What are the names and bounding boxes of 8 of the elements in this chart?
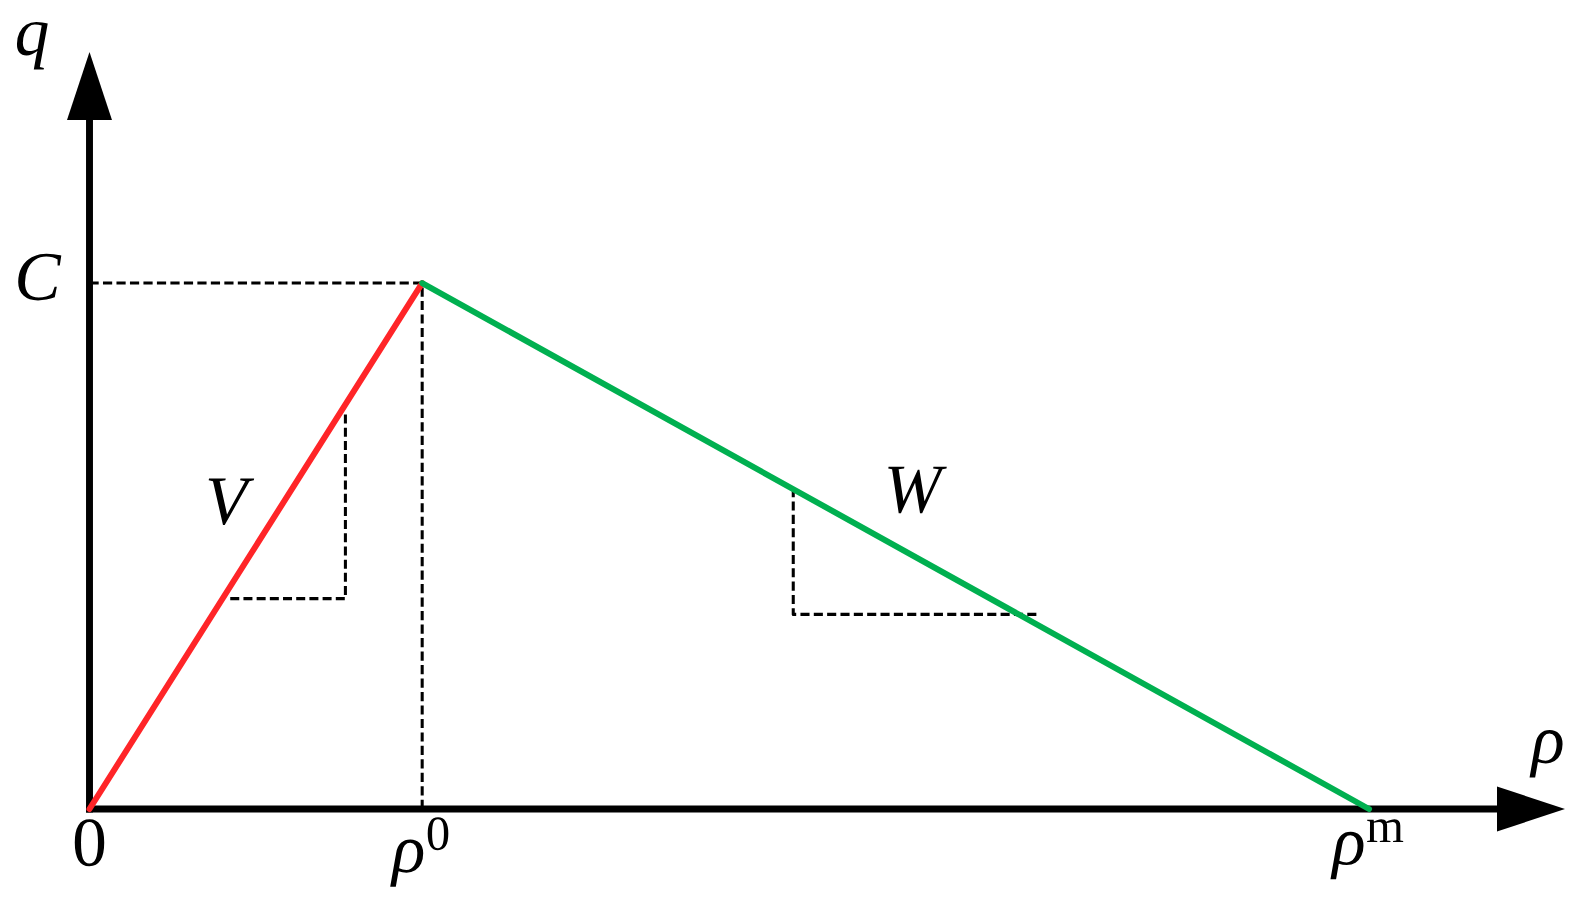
series-label: V <box>208 478 255 526</box>
x-tick-label: ρ$^{m}$ <box>1330 819 1404 880</box>
series-label: W <box>888 466 947 514</box>
y-axis-title: q <box>16 21 48 70</box>
x-axis-title: ρ <box>1529 730 1563 778</box>
annotation: C <box>18 253 62 301</box>
x-tick-label: 0 <box>74 819 105 867</box>
x-tick-label: ρ$^{0}$ <box>390 817 449 887</box>
